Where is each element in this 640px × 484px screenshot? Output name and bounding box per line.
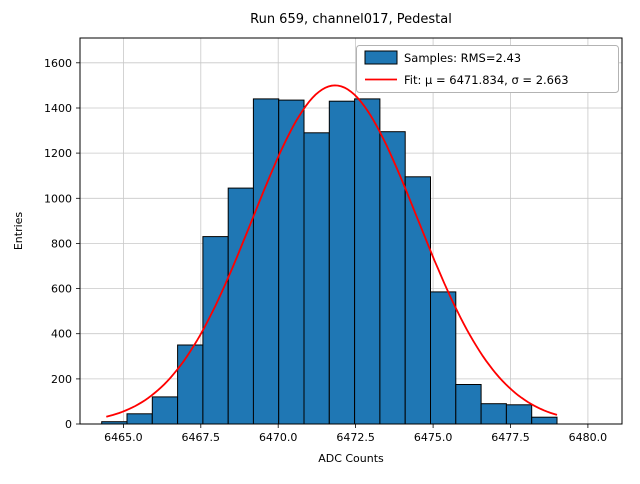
histogram-bar <box>252 98 280 425</box>
y-tick-label: 1000 <box>44 192 72 205</box>
y-tick-label: 400 <box>51 328 72 341</box>
ticks-layer: 6465.0 6467.5 6470.0 6472.5 6475.0 6477.5 6480… <box>44 57 607 444</box>
y-tick-label: 1600 <box>44 57 72 70</box>
x-tick-label: 6465.0 <box>104 431 143 444</box>
legend: Samples: RMS=2.43 Fit: μ = 6471.834, σ =… <box>356 45 619 93</box>
x-axis-label: ADC Counts <box>318 452 384 465</box>
plot-border <box>79 37 623 425</box>
histogram-bar <box>430 291 457 425</box>
y-tick-label: 200 <box>51 373 72 386</box>
histogram-bar <box>531 416 558 425</box>
y-tick-label: 1400 <box>44 102 72 115</box>
y-tick-label: 1200 <box>44 147 72 160</box>
histogram-bar <box>379 131 406 425</box>
x-tick-label: 6467.5 <box>182 431 221 444</box>
x-tick-label: 6472.5 <box>336 431 375 444</box>
y-axis-label: Entries <box>12 212 25 251</box>
x-tick-label: 6470.0 <box>259 431 298 444</box>
histogram-bar <box>303 132 330 425</box>
histogram-bar <box>404 176 432 425</box>
chart-title: Run 659, channel017, Pedestal <box>250 12 452 27</box>
histogram-bar <box>455 384 482 425</box>
fit-curve <box>106 84 558 418</box>
bars-layer <box>101 98 558 425</box>
x-tick-label: 6477.5 <box>491 431 530 444</box>
x-tick-label: 6480.0 <box>569 431 608 444</box>
y-tick-label: 800 <box>51 237 72 250</box>
histogram-bar <box>151 396 179 425</box>
histogram-bar <box>177 344 204 425</box>
histogram-bar <box>126 413 153 425</box>
y-tick-label: 600 <box>51 283 72 296</box>
legend-box <box>356 45 619 93</box>
legend-samples-label: Samples: RMS=2.43 <box>404 51 521 65</box>
histogram-bar <box>505 404 533 425</box>
y-tick-label: 0 <box>65 418 72 431</box>
legend-fit-label: Fit: μ = 6471.834, σ = 2.663 <box>404 73 569 87</box>
histogram-bar <box>202 236 229 425</box>
histogram-bar <box>480 403 507 425</box>
histogram-bar <box>354 98 381 425</box>
legend-samples-swatch <box>364 50 398 65</box>
x-tick-label: 6475.0 <box>414 431 453 444</box>
histogram-bar <box>328 100 356 425</box>
